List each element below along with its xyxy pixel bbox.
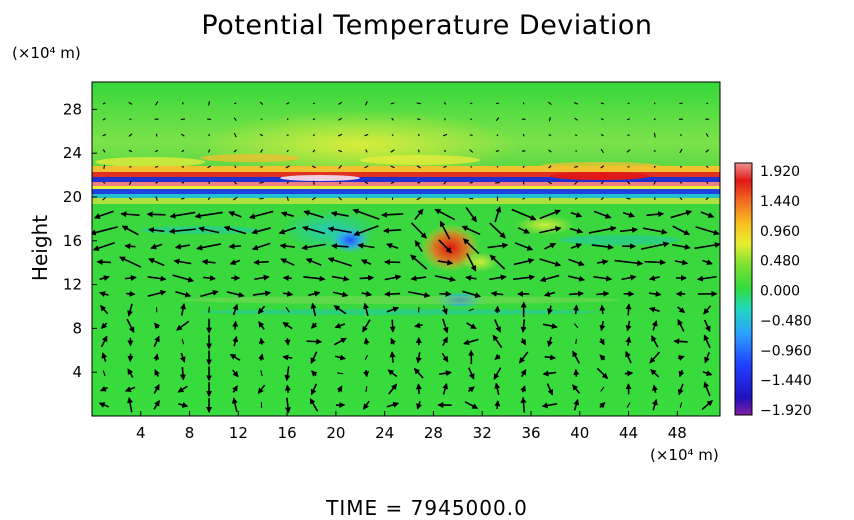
velocity-arrow <box>545 357 555 358</box>
x-tick-label: 48 <box>668 424 687 442</box>
y-tick-label: 12 <box>63 276 82 294</box>
velocity-arrow <box>645 262 666 263</box>
x-tick-label: 12 <box>229 424 248 442</box>
velocity-arrow <box>392 352 393 363</box>
velocity-arrow <box>625 373 633 374</box>
velocity-arrow <box>337 373 343 374</box>
velocity-arrow <box>261 339 262 345</box>
y-tick-label: 20 <box>63 188 82 206</box>
velocity-arrow <box>576 305 577 314</box>
velocity-arrow <box>126 294 134 295</box>
velocity-arrow <box>97 262 110 263</box>
y-tick-label: 4 <box>72 363 82 381</box>
velocity-arrow <box>366 370 367 376</box>
colorbar-tick-label: −1.920 <box>760 403 812 419</box>
velocity-arrow <box>104 165 105 169</box>
velocity-arrow <box>182 102 183 104</box>
velocity-arrow <box>497 401 498 409</box>
velocity-arrow <box>471 166 472 167</box>
velocity-arrow <box>155 166 158 167</box>
colorbar-tick-label: −0.960 <box>760 343 812 359</box>
velocity-arrow <box>366 119 368 120</box>
velocity-arrow <box>284 278 292 279</box>
velocity-arrow <box>627 198 631 199</box>
velocity-arrow <box>674 341 687 342</box>
velocity-arrow <box>418 150 419 153</box>
velocity-arrow <box>148 214 166 215</box>
x-tick-label: 32 <box>473 424 492 442</box>
x-tick-label: 8 <box>185 424 195 442</box>
y-tick-label: 28 <box>63 100 82 118</box>
colorbar-tick-label: 1.920 <box>760 164 800 180</box>
heatmap-field <box>92 82 720 416</box>
velocity-arrow <box>209 182 210 184</box>
colorbar-tick-label: 0.000 <box>760 284 800 300</box>
velocity-arrow <box>602 306 603 314</box>
velocity-arrow <box>230 246 242 247</box>
colorbar-tick-label: 0.960 <box>760 224 800 240</box>
colorbar-tick-label: 1.440 <box>760 194 800 210</box>
colorbar-ticks: 1.920 1.440 0.960 0.480 0.000 −0.480 −0.960 −1.… <box>760 164 812 419</box>
velocity-arrow <box>307 341 322 342</box>
velocity-arrow <box>181 119 185 120</box>
velocity-arrow <box>654 133 655 137</box>
velocity-arrow <box>392 135 393 136</box>
velocity-arrow <box>209 307 210 313</box>
x-tick-label: 44 <box>619 424 638 442</box>
velocity-arrow <box>366 338 367 344</box>
velocity-arrow <box>254 262 269 263</box>
tropopause-band <box>92 166 720 204</box>
velocity-arrow <box>418 384 419 394</box>
velocity-arrow <box>417 119 420 120</box>
velocity-arrow <box>444 151 446 152</box>
x-tick-label: 16 <box>278 424 297 442</box>
x-tick-label: 36 <box>521 424 540 442</box>
x-tick-label: 28 <box>424 424 443 442</box>
velocity-arrow <box>417 103 421 104</box>
velocity-arrow <box>332 246 348 247</box>
colorbar-tick-label: −1.440 <box>760 373 812 389</box>
velocity-arrow <box>209 134 210 136</box>
velocity-arrow <box>287 386 288 393</box>
velocity-arrow <box>182 367 183 379</box>
velocity-arrow <box>680 167 682 168</box>
velocity-arrow <box>287 338 288 345</box>
velocity-arrow <box>234 103 236 104</box>
velocity-arrow <box>470 119 472 120</box>
velocity-arrow <box>385 294 400 295</box>
y-tick-label: 8 <box>72 319 82 337</box>
velocity-arrow <box>470 182 473 183</box>
velocity-arrow <box>125 246 135 247</box>
y-tick-label: 16 <box>63 232 82 250</box>
x-tick-label: 24 <box>375 424 394 442</box>
x-tick-label: 20 <box>326 424 345 442</box>
y-tick-label: 24 <box>63 144 82 162</box>
velocity-arrow <box>360 278 374 279</box>
velocity-arrow <box>384 230 401 231</box>
velocity-arrow <box>497 166 498 167</box>
colorbar-tick-label: 0.480 <box>760 254 800 270</box>
velocity-arrow <box>392 320 393 332</box>
x-tick-label: 40 <box>570 424 589 442</box>
x-tick-label: 4 <box>136 424 146 442</box>
colorbar-tick-label: −0.480 <box>760 313 812 329</box>
velocity-arrow <box>340 182 341 184</box>
velocity-arrow <box>654 151 656 152</box>
velocity-arrow <box>654 119 656 120</box>
velocity-arrow <box>576 339 577 344</box>
velocity-arrow <box>181 198 184 199</box>
velocity-arrow <box>628 304 629 315</box>
colorbar-gradient <box>735 163 752 415</box>
velocity-arrow <box>235 322 236 330</box>
velocity-arrow <box>575 135 577 136</box>
colorbar: 1.920 1.440 0.960 0.480 0.000 −0.480 −0.960 −1.… <box>735 163 812 419</box>
velocity-arrow <box>439 294 450 295</box>
